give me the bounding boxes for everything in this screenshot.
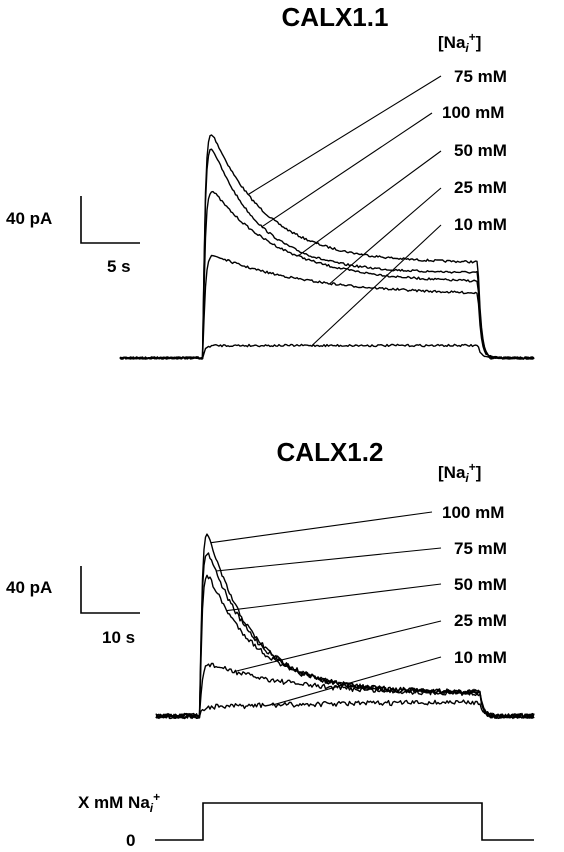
protocol-high-label: X mM Nai+ <box>78 790 160 815</box>
protocol-low-label: 0 <box>126 831 135 850</box>
leader-lines <box>210 511 442 706</box>
legend-header: [Nai+] <box>438 30 481 55</box>
scale-bar-x-label: 5 s <box>107 257 131 276</box>
panel-title: CALX1.1 <box>282 2 389 32</box>
series-label: 10 mM <box>454 215 507 234</box>
series-leader-line <box>271 656 442 706</box>
series-label: 50 mM <box>454 575 507 594</box>
series-leader-line <box>233 620 442 673</box>
series-leader-line <box>311 224 442 346</box>
series-label: 25 mM <box>454 611 507 630</box>
traces <box>155 533 535 720</box>
panel-calx1-1: CALX1.1 [Nai+] 75 mM 100 mM 50 mM 25 mM … <box>6 2 535 360</box>
protocol-step <box>155 802 534 841</box>
legend-header: [Nai+] <box>438 460 481 485</box>
series-trace <box>155 533 535 720</box>
scale-bar <box>80 566 140 614</box>
series-leader-line <box>210 511 433 544</box>
series-leader-line <box>215 547 442 572</box>
series-label: 10 mM <box>454 648 507 667</box>
series-trace <box>155 662 535 720</box>
scale-bar <box>80 196 140 244</box>
panel-calx1-2: CALX1.2 [Nai+] 100 mM 75 mM 50 mM 25 mM … <box>6 437 535 720</box>
traces <box>119 134 535 360</box>
series-trace <box>155 574 535 719</box>
series-label: 50 mM <box>454 141 507 160</box>
leader-lines <box>247 75 442 346</box>
series-leader-line <box>247 75 442 196</box>
series-leader-line <box>297 150 442 257</box>
series-label: 75 mM <box>454 539 507 558</box>
series-label: 75 mM <box>454 67 507 86</box>
scale-bar-x-label: 10 s <box>102 628 135 647</box>
protocol: X mM Nai+ 0 <box>78 790 534 850</box>
series-trace <box>119 134 535 360</box>
series-trace <box>119 254 535 360</box>
series-label: 100 mM <box>442 103 504 122</box>
panel-title: CALX1.2 <box>277 437 384 467</box>
scale-bar-y-label: 40 pA <box>6 209 52 228</box>
scale-bar-y-label: 40 pA <box>6 578 52 597</box>
series-leader-line <box>329 187 442 284</box>
series-label: 25 mM <box>454 178 507 197</box>
series-leader-line <box>261 112 433 228</box>
series-trace <box>119 343 535 360</box>
series-label: 100 mM <box>442 503 504 522</box>
series-leader-line <box>226 583 442 612</box>
series-trace <box>155 699 535 720</box>
